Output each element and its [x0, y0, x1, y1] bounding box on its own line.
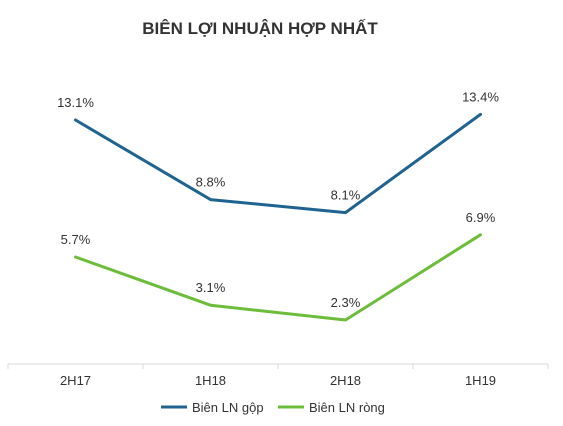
series-line-gop [74, 112, 482, 215]
chart-title: BIÊN LỢI NHUẬN HỢP NHẤT [142, 19, 378, 38]
x-tick-label: 1H18 [195, 373, 226, 388]
data-label: 6.9% [466, 210, 496, 225]
data-label: 13.4% [462, 89, 499, 104]
data-labels: 13.1% 8.8% 8.1% 13.4% 5.7% 3.1% 2.3% 6.9% [57, 89, 499, 310]
series-line-rong [74, 233, 482, 322]
data-label: 5.7% [61, 232, 91, 247]
data-label: 8.1% [331, 188, 361, 203]
x-tick-label: 2H18 [330, 373, 361, 388]
legend: Biên LN gộp Biên LN ròng [161, 400, 385, 415]
x-tick-label: 2H17 [60, 373, 91, 388]
legend-label: Biên LN ròng [309, 400, 385, 415]
data-label: 2.3% [331, 295, 361, 310]
x-axis: 2H17 1H18 2H18 1H19 [7, 363, 549, 388]
data-label: 13.1% [57, 95, 94, 110]
series-layer [74, 112, 482, 322]
data-label: 8.8% [196, 175, 226, 190]
legend-label: Biên LN gộp [192, 400, 264, 415]
data-label: 3.1% [196, 280, 226, 295]
x-tick-label: 1H19 [465, 373, 496, 388]
